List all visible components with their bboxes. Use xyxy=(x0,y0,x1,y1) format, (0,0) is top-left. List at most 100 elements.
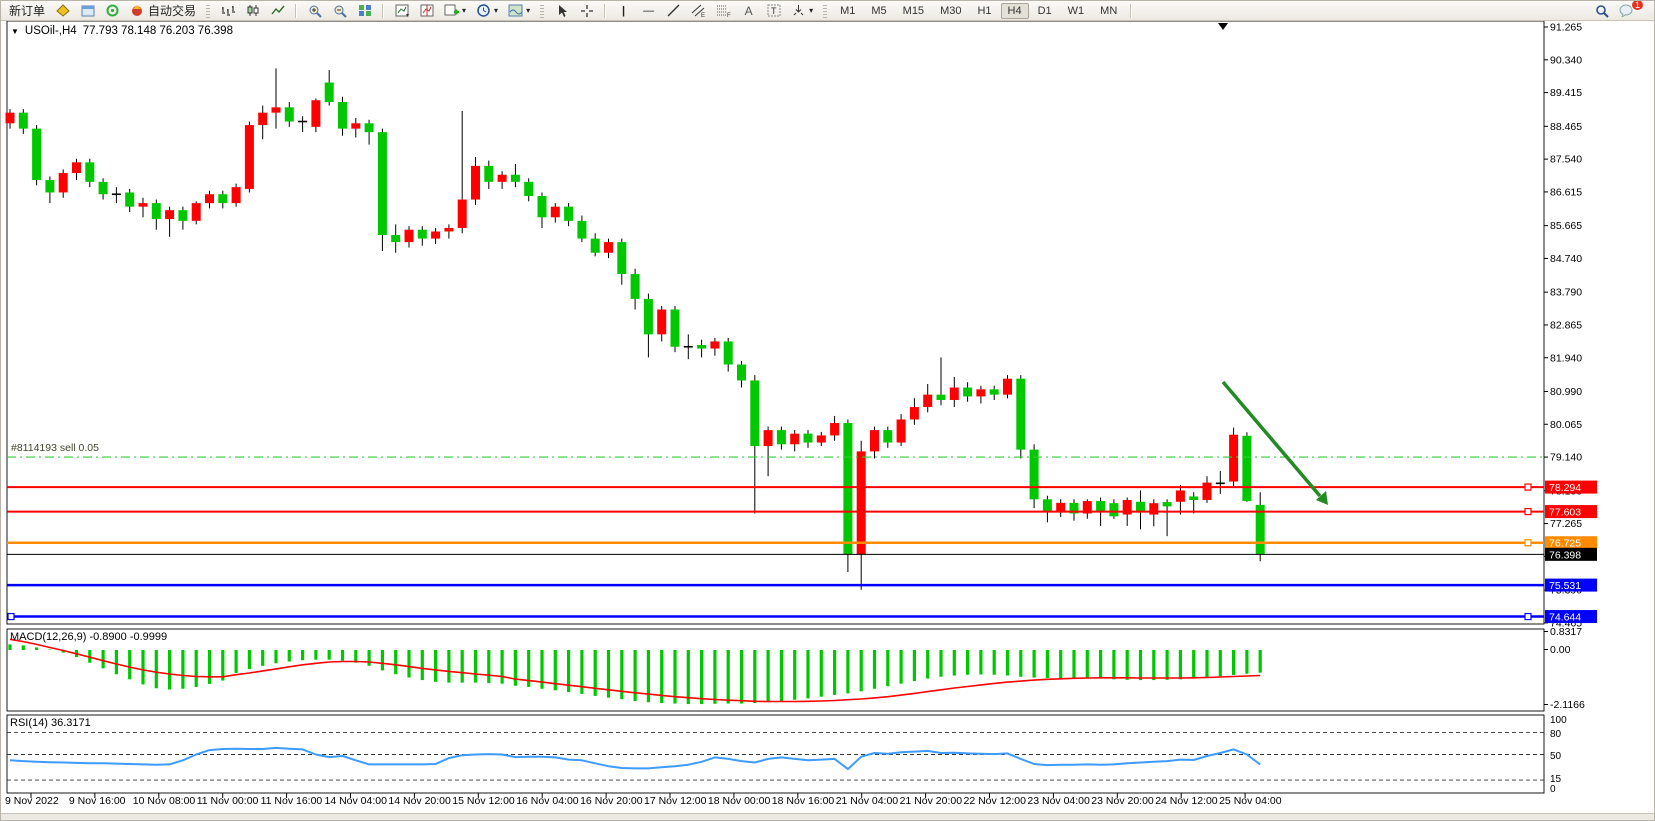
zoom-in-icon[interactable] xyxy=(302,2,327,20)
candle-body xyxy=(657,309,667,335)
chart-window-icon[interactable] xyxy=(75,2,100,20)
candle-body xyxy=(1082,501,1092,514)
resistance-line-1-anchor[interactable] xyxy=(1524,483,1532,491)
resistance-line-2-anchor[interactable] xyxy=(1524,507,1532,516)
date-label: 22 Nov 12:00 xyxy=(964,795,1027,807)
candle-body xyxy=(936,394,946,400)
timeframe-d1[interactable]: D1 xyxy=(1037,4,1052,17)
rsi-axis-label: 15 xyxy=(1550,774,1562,785)
support-line-blue-1-price-text: 75.531 xyxy=(1549,580,1581,592)
candle-body xyxy=(151,203,161,220)
chat-icon[interactable]: 1 xyxy=(1614,1,1644,20)
shift-marker-icon[interactable] xyxy=(1218,23,1228,30)
candle-body xyxy=(750,380,760,447)
candle-body xyxy=(697,344,707,349)
candle-body xyxy=(324,82,334,103)
rsi-axis-label: 80 xyxy=(1550,729,1562,740)
candle-body xyxy=(417,229,427,239)
indicator-window-icon[interactable] xyxy=(389,2,414,20)
template-icon[interactable]: ▾ xyxy=(503,2,535,20)
rsi-axis-label: 0 xyxy=(1550,784,1556,795)
timeframe-m1[interactable]: M1 xyxy=(840,4,856,17)
text-label-icon[interactable]: T xyxy=(761,2,786,20)
date-label: 11 Nov 00:00 xyxy=(197,795,259,807)
vertical-line-icon[interactable]: | xyxy=(622,4,626,17)
trendline-icon[interactable] xyxy=(661,2,686,20)
search-icon[interactable] xyxy=(1589,2,1614,20)
timeframe-m15[interactable]: M15 xyxy=(902,4,925,17)
candle-body xyxy=(790,433,800,445)
timeframe-m5[interactable]: M5 xyxy=(871,4,887,17)
candle-body xyxy=(617,242,627,275)
paint-bucket-icon[interactable] xyxy=(50,2,75,20)
resistance-line-1-price-text: 78.294 xyxy=(1549,482,1581,494)
candle-body xyxy=(72,162,81,173)
candle-body xyxy=(32,128,42,181)
date-label: 17 Nov 12:00 xyxy=(644,795,707,807)
date-label: 9 Nov 16:00 xyxy=(69,795,126,807)
support-line-blue-2-anchor[interactable] xyxy=(1524,612,1532,621)
arrows-dropdown[interactable]: ▾ xyxy=(786,2,818,20)
zoom-out-icon[interactable] xyxy=(327,2,352,20)
candle-body xyxy=(205,194,214,204)
candle-body xyxy=(284,107,294,122)
candle-body xyxy=(1096,501,1106,512)
timeframe-group: M1 M5 M15 M30 H1 H4 D1 W1 MN xyxy=(829,2,1128,19)
new-order-button[interactable]: 新订单 xyxy=(9,4,46,18)
timeframe-m30[interactable]: M30 xyxy=(940,4,962,17)
candle-body xyxy=(404,229,414,243)
candle-body xyxy=(577,220,587,239)
candle-body xyxy=(258,112,268,126)
line-chart-icon[interactable] xyxy=(265,2,290,20)
date-label: 21 Nov 04:00 xyxy=(836,795,899,807)
candle-body xyxy=(497,174,507,182)
candle-body xyxy=(524,181,534,197)
price-label: 83.790 xyxy=(1550,287,1582,299)
candle-body xyxy=(763,430,773,447)
candle-body xyxy=(909,407,919,420)
candle-body xyxy=(1229,434,1239,482)
candle-body xyxy=(1149,503,1159,515)
timeframe-h4[interactable]: H4 xyxy=(1000,2,1029,19)
candle-body xyxy=(989,389,999,395)
candle-body xyxy=(311,100,321,127)
add-indicator-icon[interactable]: ▾ xyxy=(439,2,471,20)
support-line-blue-2-anchor-left[interactable] xyxy=(7,612,15,621)
auto-trading-button[interactable]: 自动交易 xyxy=(125,1,201,21)
date-label: 25 Nov 04:00 xyxy=(1219,795,1282,807)
price-label: 82.865 xyxy=(1550,319,1582,331)
candle-body xyxy=(883,430,893,443)
cursor-icon[interactable] xyxy=(549,2,574,20)
price-label: 87.540 xyxy=(1550,154,1582,166)
bar-chart-icon[interactable] xyxy=(215,2,240,20)
candle-body xyxy=(484,165,494,182)
candle-body xyxy=(630,274,640,299)
equidistant-channel-icon[interactable]: E xyxy=(686,2,711,20)
timeframe-mn[interactable]: MN xyxy=(1100,4,1118,17)
candle-body xyxy=(231,187,241,204)
timeframe-h1[interactable]: H1 xyxy=(977,4,992,17)
candlestick-icon[interactable] xyxy=(240,2,265,20)
horizontal-line-icon[interactable]: — xyxy=(643,4,655,17)
main-pane xyxy=(6,20,1545,625)
trend-arrow[interactable] xyxy=(1221,380,1322,498)
tile-windows-icon[interactable] xyxy=(352,2,377,20)
price-label: 79.140 xyxy=(1550,452,1582,464)
fibonacci-icon[interactable]: F xyxy=(711,2,736,20)
svg-text:E: E xyxy=(701,13,705,17)
crosshair-icon[interactable] xyxy=(574,2,599,20)
candle-body xyxy=(710,341,720,349)
trend-arrow-head[interactable] xyxy=(1316,491,1328,505)
signal-icon[interactable] xyxy=(100,2,125,20)
candle-body xyxy=(870,430,879,452)
indicator-cursor-icon[interactable] xyxy=(414,2,439,20)
date-label: 16 Nov 04:00 xyxy=(516,795,579,807)
date-label: 14 Nov 04:00 xyxy=(325,795,388,807)
support-line-orange-anchor[interactable] xyxy=(1524,539,1532,547)
text-icon[interactable]: A xyxy=(744,3,753,18)
clock-icon[interactable]: ▾ xyxy=(471,2,503,20)
svg-text:T: T xyxy=(771,6,777,16)
timeframe-w1[interactable]: W1 xyxy=(1067,4,1085,17)
candle-body xyxy=(1162,502,1172,507)
